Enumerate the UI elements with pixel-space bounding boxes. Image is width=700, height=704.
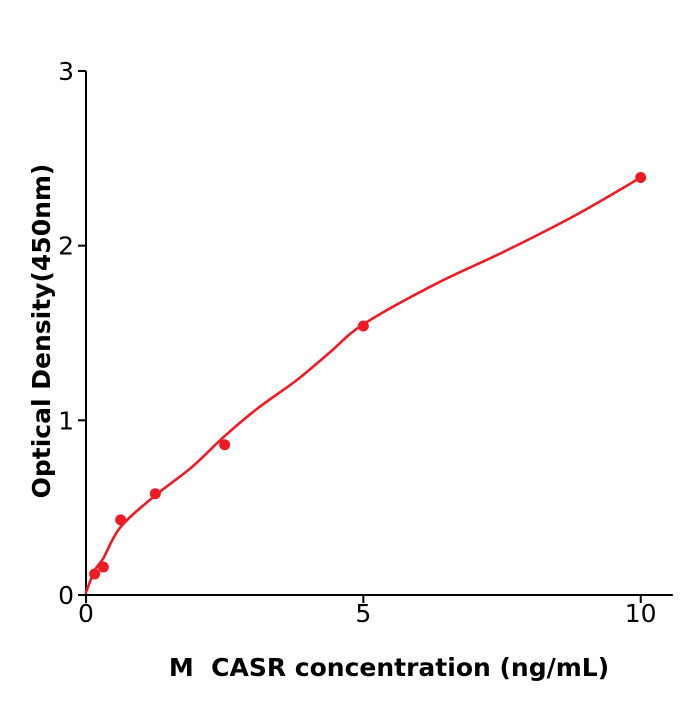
- data-point: [115, 514, 127, 526]
- data-point: [97, 561, 109, 573]
- data-point: [357, 320, 369, 332]
- data-layer: [84, 172, 647, 594]
- data-point: [219, 439, 231, 451]
- x-axis-title: M CASR concentration (ng/mL): [169, 653, 609, 682]
- y-tick-label: 3: [58, 57, 74, 86]
- y-tick-label: 2: [58, 232, 74, 261]
- y-tick-label: 0: [58, 581, 74, 610]
- axes-layer: 0 5 10 0 1 2 3: [58, 57, 673, 628]
- data-point: [89, 568, 101, 580]
- y-axis-title: Optical Density(450nm): [27, 164, 56, 499]
- data-point: [149, 488, 161, 500]
- x-tick-label: 5: [355, 599, 371, 628]
- x-tick-label: 10: [625, 599, 657, 628]
- y-tick-label: 1: [58, 406, 74, 435]
- fit-curve: [84, 176, 642, 594]
- data-point: [635, 172, 647, 184]
- x-tick-label: 0: [78, 599, 94, 628]
